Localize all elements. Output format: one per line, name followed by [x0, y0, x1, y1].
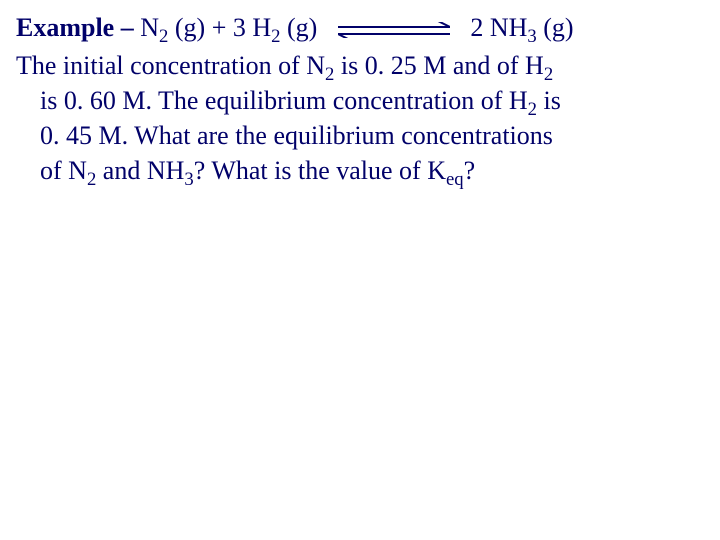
- lhs-end: (g): [281, 13, 318, 42]
- equilibrium-arrow-icon: [338, 12, 450, 47]
- lhs-n-sub: 2: [159, 26, 168, 47]
- t4a: of N: [40, 156, 87, 185]
- lhs-h-sub: 2: [271, 26, 280, 47]
- t4e: ? What is the value of K: [194, 156, 446, 185]
- body-line-1: The initial concentration of N2 is 0. 25…: [16, 48, 704, 83]
- rhs-sub: 3: [527, 26, 536, 47]
- t1b: 2: [325, 64, 334, 85]
- body-line-4: of N2 and NH3? What is the value of Keq?: [16, 153, 704, 188]
- body-line-3: 0. 45 M. What are the equilibrium concen…: [16, 118, 704, 153]
- header-line: Example – N2 (g) + 3 H2 (g) 2 NH3 (g): [16, 10, 704, 48]
- t2c: is: [537, 86, 561, 115]
- t4b: 2: [87, 169, 96, 190]
- body-line-2: is 0. 60 M. The equilibrium concentratio…: [16, 83, 704, 118]
- t2a: is 0. 60 M. The equilibrium concentratio…: [40, 86, 528, 115]
- t4g: ?: [464, 156, 476, 185]
- t4c: and NH: [96, 156, 184, 185]
- rhs-a: 2 NH: [470, 13, 527, 42]
- example-label: Example –: [16, 13, 140, 42]
- rhs-phase: (g): [537, 13, 574, 42]
- t1a: The initial concentration of N: [16, 51, 325, 80]
- t2b: 2: [528, 99, 537, 120]
- t4d: 3: [184, 169, 193, 190]
- t4f: eq: [446, 169, 464, 190]
- lhs-n: N: [140, 13, 159, 42]
- t1c: is 0. 25 M and of H: [334, 51, 543, 80]
- slide: Example – N2 (g) + 3 H2 (g) 2 NH3 (g) Th…: [0, 0, 720, 540]
- t3a: 0. 45 M. What are the equilibrium concen…: [40, 121, 553, 150]
- t1d: 2: [544, 64, 553, 85]
- equation-rhs: 2 NH3 (g): [470, 13, 573, 42]
- equation-lhs: N2 (g) + 3 H2 (g): [140, 13, 324, 42]
- lhs-mid: (g) + 3 H: [168, 13, 271, 42]
